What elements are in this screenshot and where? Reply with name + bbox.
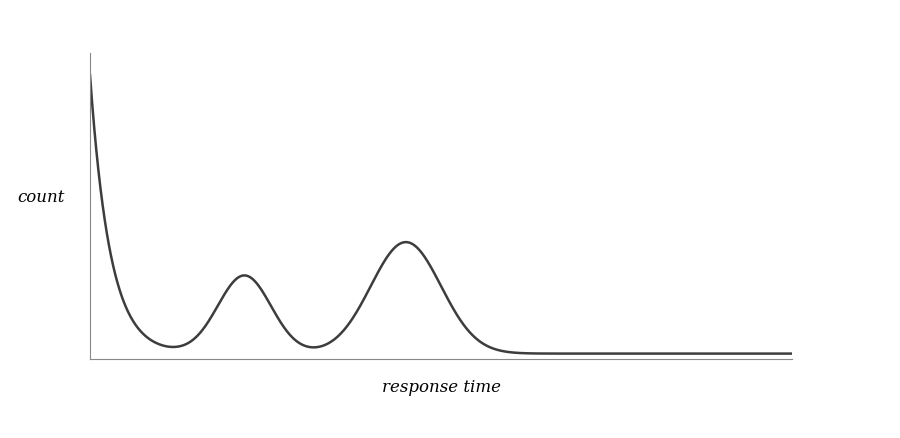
X-axis label: response time: response time bbox=[382, 378, 500, 396]
Y-axis label: count: count bbox=[17, 189, 65, 206]
